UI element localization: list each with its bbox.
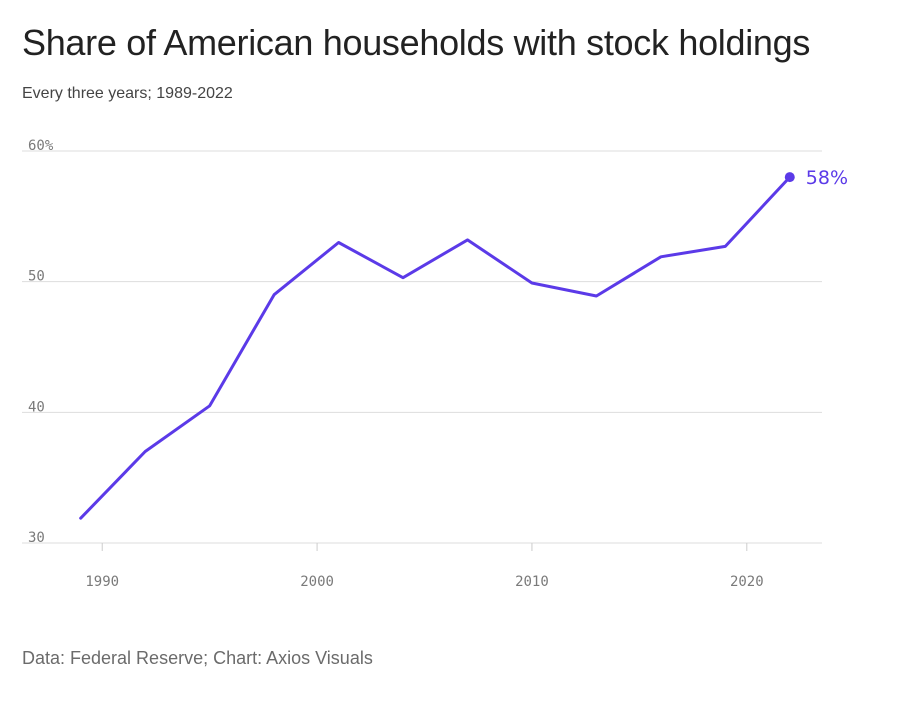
series-line-group — [79, 175, 792, 520]
y-tick-label-60: 60% — [28, 138, 54, 154]
end-value-label: 58% — [806, 167, 848, 189]
chart-subtitle: Every three years; 1989-2022 — [22, 85, 233, 102]
gridlines — [22, 150, 822, 544]
y-axis: 30 40 50 60% — [28, 138, 54, 546]
chart-title: Share of American households with stock … — [22, 22, 811, 63]
y-tick-label-50: 50 — [28, 269, 45, 285]
series-line — [79, 175, 792, 520]
y-tick-label-40: 40 — [28, 399, 45, 415]
source-note: Data: Federal Reserve; Chart: Axios Visu… — [22, 648, 373, 668]
x-axis: 1990 2000 2010 2020 — [85, 543, 764, 590]
end-point-marker — [784, 172, 795, 183]
x-tick-label-1990: 1990 — [85, 574, 119, 590]
x-tick-label-2010: 2010 — [515, 574, 549, 590]
y-tick-label-30: 30 — [28, 530, 45, 546]
x-tick-label-2020: 2020 — [730, 574, 764, 590]
x-tick-label-2000: 2000 — [300, 574, 334, 590]
end-marker-group: 58% — [784, 167, 848, 189]
